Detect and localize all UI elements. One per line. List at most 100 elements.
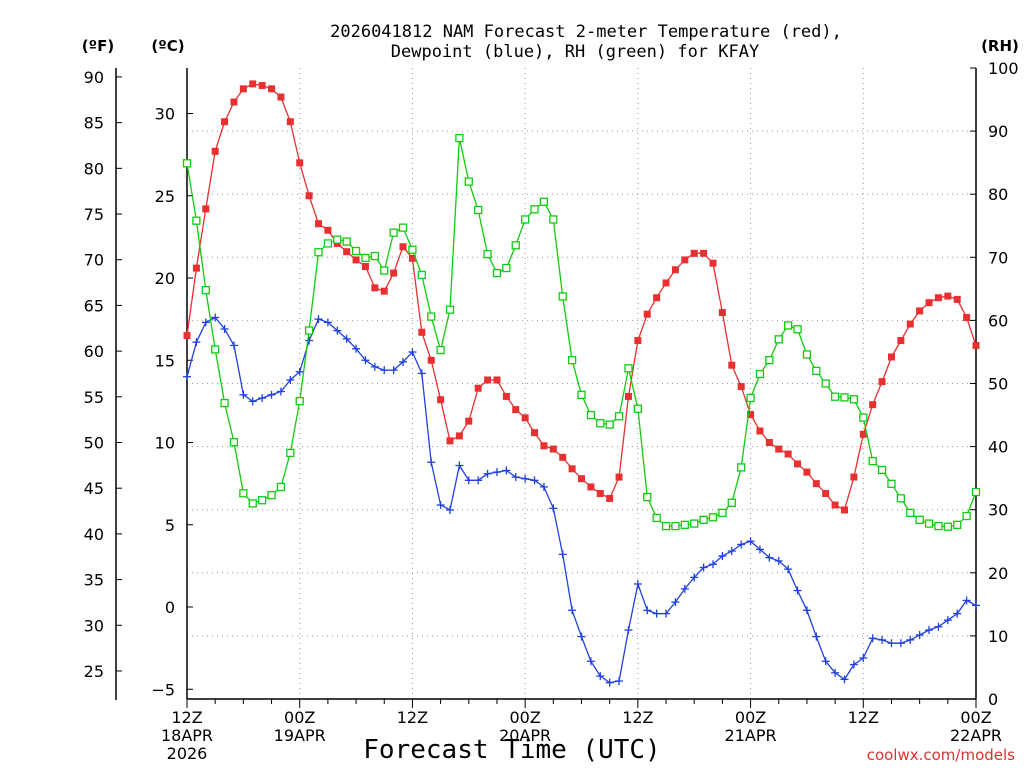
dewpoint-point [380, 366, 389, 375]
temperature-point [296, 159, 304, 167]
rh-point [868, 456, 877, 466]
rh-point [455, 133, 464, 143]
x-tick-label: 21APR [725, 726, 777, 745]
dewpoint-line [186, 316, 977, 684]
dewpoint-point [446, 505, 454, 514]
rh-point [445, 305, 455, 314]
rh-point [220, 398, 229, 408]
rh-point [812, 366, 821, 376]
celsius-tick-label: 5 [165, 516, 175, 535]
rh-point [586, 410, 596, 420]
dewpoint-point [295, 367, 304, 376]
rh-point [934, 521, 943, 531]
fahrenheit-axis: 90 85 80 75 70 65 60 55 50 45 40 35 30 25 [84, 68, 122, 700]
dewpoint-point [183, 372, 191, 381]
rh-point [267, 491, 276, 500]
x-tick-label: 12Z [848, 708, 879, 727]
temperature-point [587, 483, 595, 491]
dewpoint-point [558, 550, 567, 559]
dewpoint-point [586, 657, 595, 666]
temperature-point [540, 442, 548, 450]
rh-point [915, 515, 924, 524]
temperature-point [869, 401, 877, 409]
temperature-point [671, 266, 679, 274]
x-tick-label: 22APR [950, 726, 1002, 745]
dewpoint-point [774, 556, 783, 565]
dewpoint-point [915, 630, 924, 639]
x-tick-label: 00Z [735, 708, 766, 727]
temperature-point [521, 414, 529, 422]
chart-title: 2026041812 NAM Forecast 2-meter Temperat… [330, 22, 842, 42]
rh-point [624, 364, 633, 373]
rh-point [924, 519, 934, 528]
temperature-point [765, 439, 773, 446]
dewpoint-point [784, 565, 793, 574]
temperature-point [794, 460, 802, 468]
rh-tick-label: 60 [988, 311, 1008, 330]
dewpoint-point [248, 397, 257, 406]
temperature-point [371, 284, 379, 292]
fahrenheit-tick-label: 35 [84, 571, 104, 590]
rh-point [896, 494, 906, 503]
temperature-point [380, 287, 388, 295]
dewpoint-point [596, 672, 605, 681]
temperature-point [502, 392, 510, 400]
dewpoint-point [690, 573, 699, 582]
temperature-point [690, 249, 698, 257]
temperature-point [653, 294, 661, 302]
dewpoint-point [352, 344, 361, 353]
rh-point [830, 392, 840, 401]
rh-point [464, 177, 473, 186]
rh-point [408, 245, 417, 254]
temperature-point [343, 248, 351, 256]
temperature-point [446, 437, 454, 445]
rh-tick-label: 10 [988, 627, 1008, 646]
temperature-point [399, 243, 407, 251]
temperature-point [352, 256, 360, 264]
dewpoint-point [727, 547, 736, 556]
series-dewpoint [183, 313, 980, 687]
dewpoint-point [906, 635, 915, 644]
rh-point [652, 513, 661, 523]
rh-point [182, 159, 192, 168]
temperature-point [700, 249, 708, 257]
series-layer [182, 80, 981, 687]
rh-point [849, 395, 859, 404]
rh-point [370, 251, 380, 261]
temperature-point [906, 320, 914, 328]
temperature-point [963, 313, 971, 321]
rh-point [802, 350, 812, 359]
temperature-point [615, 473, 623, 481]
dewpoint-point [868, 634, 877, 643]
rh-tick-label: 70 [988, 248, 1008, 267]
temperature-point [568, 465, 576, 473]
dewpoint-point [709, 560, 717, 569]
rh-point [690, 519, 699, 528]
temperature-point [944, 292, 952, 300]
temperature-point [512, 406, 520, 414]
rh-point [314, 248, 323, 257]
rh-point [614, 412, 624, 421]
rh-point [877, 465, 887, 475]
temperature-point [277, 93, 285, 101]
rh-point [643, 492, 652, 502]
dewpoint-point [492, 468, 501, 477]
temperature-point [812, 480, 820, 488]
fahrenheit-tick-label: 30 [84, 616, 104, 635]
rh-point [746, 393, 755, 403]
temperature-point [831, 501, 839, 509]
fahrenheit-tick-label: 45 [84, 479, 104, 498]
rh-point [304, 326, 314, 335]
dewpoint-point [464, 476, 473, 485]
temperature-point [709, 259, 717, 267]
dewpoint-point [323, 318, 332, 327]
rh-point [765, 356, 774, 365]
rh-point [699, 515, 708, 524]
temperature-point [531, 429, 539, 437]
dewpoint-point [455, 461, 464, 470]
dewpoint-point [953, 609, 962, 618]
rh-point [248, 499, 257, 508]
x-axis-label: Forecast Time (UTC) [363, 735, 660, 765]
